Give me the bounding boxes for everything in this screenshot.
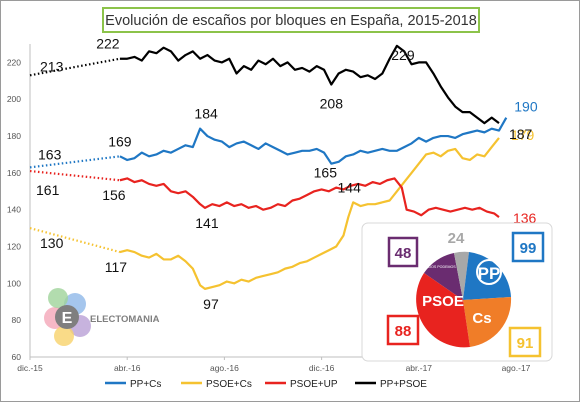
data-label-psoe-up: 136 [513, 210, 537, 226]
seat-value-cs: 91 [517, 335, 534, 352]
pie-slice-up [424, 253, 463, 300]
legend-label-pp-psoe: PP+PSOE [380, 379, 427, 390]
legend-label-psoe-up: PSOE+UP [290, 379, 338, 390]
seat-value-pp: 99 [520, 240, 537, 257]
y-tick-label: 140 [7, 205, 21, 215]
data-label-pp-psoe: 229 [391, 47, 415, 63]
y-tick-label: 120 [7, 242, 21, 252]
data-label-psoe-cs: 179 [511, 127, 535, 143]
x-tick-label: ago.-16 [210, 363, 239, 373]
data-label-pp-cs: 190 [514, 99, 538, 115]
legend-label-pp-cs: PP+Cs [130, 379, 161, 390]
logo-center [55, 305, 79, 329]
data-label-psoe-cs: 117 [105, 259, 128, 275]
data-label-pp-cs: 169 [108, 133, 132, 149]
series-projection-pp-cs [29, 155, 121, 169]
electomania-logo: E ELECTOMANIA [44, 288, 160, 346]
chart-title: Evolución de escaños por bloques en Espa… [105, 13, 477, 29]
data-label-psoe-cs: 130 [40, 235, 64, 251]
seat-box-pp [511, 231, 545, 263]
series-line-pp-psoe [119, 44, 500, 125]
legend: PP+Cs PSOE+Cs PSOE+UP PP+PSOE [105, 379, 427, 390]
seat-box-psoe [386, 314, 420, 346]
data-label-psoe-up: 141 [195, 215, 219, 231]
data-label-pp-cs: 184 [194, 106, 218, 122]
data-label-psoe-up: 156 [102, 187, 126, 203]
data-label-pp-psoe: 187 [509, 126, 533, 142]
data-label-pp-psoe: 222 [96, 36, 120, 52]
seat-box-up [387, 236, 419, 268]
pp-logo-ring [476, 259, 502, 285]
logo-letter: E [62, 310, 73, 327]
data-label-pp-psoe: 213 [40, 58, 64, 74]
pie-slice-psoe [416, 273, 470, 348]
series-projection-pp-psoe [29, 57, 121, 77]
pie-slice-others [454, 251, 469, 300]
logo-petal [54, 326, 74, 346]
series-line-psoe-cs [119, 137, 500, 290]
data-label-psoe-cs: 97 [203, 296, 219, 312]
y-tick-label: 100 [7, 278, 21, 288]
y-tick-label: 160 [7, 168, 21, 178]
data-label-pp-cs: 165 [314, 165, 338, 181]
seat-value-up: 48 [395, 245, 412, 262]
legend-label-psoe-cs: PSOE+Cs [206, 379, 252, 390]
logo-petal [48, 288, 68, 308]
data-label-psoe-up: 161 [36, 182, 60, 198]
y-tick-label: 180 [7, 131, 21, 141]
pie-slice-pp [463, 252, 511, 300]
y-tick-label: 60 [12, 352, 22, 362]
x-tick-label: dic.-15 [17, 363, 43, 373]
seat-value-psoe: 88 [395, 323, 412, 340]
pie-label-psoe: PSOE [422, 293, 464, 310]
pie-label-pp: PP [478, 264, 501, 283]
series-line-pp-cs [119, 117, 508, 165]
y-tick-label: 220 [7, 57, 21, 67]
data-labels: 163 169 184 165 190 130 117 97 144 179 161 156 141 13… [36, 36, 538, 312]
seat-value-others: 24 [448, 230, 465, 247]
x-tick-label: ago.-17 [502, 363, 531, 373]
series-layer [29, 44, 508, 290]
y-tick-label: 80 [12, 315, 22, 325]
pie-slice-cs [463, 297, 512, 347]
x-tick-label: abr.-16 [114, 363, 141, 373]
data-label-pp-psoe: 208 [320, 96, 344, 112]
series-line-psoe-up [119, 177, 500, 218]
logo-text: ELECTOMANIA [90, 314, 160, 325]
seats-inset: PP PSOE Cs UNIDOS PODEMOS 48 24 99 88 91 [361, 222, 553, 362]
data-label-psoe-cs: 144 [338, 179, 362, 195]
x-tick-label: dic.-16 [309, 363, 335, 373]
pie-label-up: UNIDOS PODEMOS [422, 265, 456, 269]
chart-title-box: Evolución de escaños por bloques en Espa… [102, 7, 480, 33]
y-tick-label: 200 [7, 94, 21, 104]
series-projection-psoe-up [29, 169, 121, 182]
data-label-pp-cs: 163 [38, 146, 62, 162]
pie-label-cs: Cs [472, 310, 491, 327]
seat-box-cs [508, 326, 542, 358]
x-tick-label: abr.-17 [406, 363, 433, 373]
y-tick-labels: 60 80 100 120 140 160 180 200 220 [7, 57, 21, 362]
